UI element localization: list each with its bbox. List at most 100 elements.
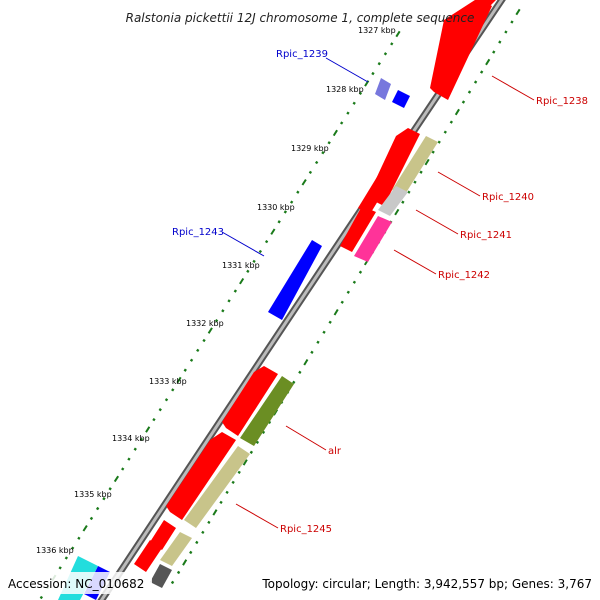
forward-tick bbox=[461, 100, 466, 104]
forward-tick bbox=[401, 200, 405, 204]
reverse-tick bbox=[239, 277, 245, 285]
reverse-tick bbox=[113, 475, 120, 483]
reverse-tick bbox=[264, 239, 269, 244]
reverse-tick bbox=[346, 111, 350, 115]
reverse-tick bbox=[352, 101, 356, 105]
label-rpic-1239[interactable]: Rpic_1239 bbox=[276, 49, 328, 60]
gene-labels: Rpic_1239 Rpic_1238 Rpic_1240 Rpic_1241 … bbox=[172, 49, 588, 535]
reverse-tick bbox=[183, 368, 187, 372]
reverse-tick bbox=[39, 595, 44, 600]
gene-rpic-1245-cds[interactable] bbox=[166, 432, 236, 520]
forward-tick bbox=[249, 450, 254, 455]
forward-tick bbox=[255, 440, 260, 444]
forward-tick bbox=[292, 380, 296, 384]
forward-tick bbox=[449, 120, 454, 124]
reverse-tick bbox=[252, 259, 256, 264]
forward-tick bbox=[237, 470, 241, 474]
gene-rpic-1243[interactable] bbox=[268, 240, 322, 320]
label-rpic-1242[interactable]: Rpic_1242 bbox=[438, 270, 490, 281]
forward-tick bbox=[352, 280, 357, 284]
forward-tick bbox=[473, 80, 478, 84]
reverse-tick bbox=[301, 179, 307, 186]
summary-text: Topology: circular; Length: 3,942,557 bp… bbox=[261, 577, 592, 591]
reverse-tick bbox=[108, 487, 112, 491]
gene-rpic-1241-cds[interactable] bbox=[358, 172, 392, 214]
ticks-forward-strand bbox=[170, 8, 521, 585]
gene-bottom-cds-1[interactable] bbox=[134, 540, 162, 572]
forward-tick bbox=[485, 58, 491, 66]
forward-tick bbox=[170, 580, 175, 585]
label-rpic-1240[interactable]: Rpic_1240 bbox=[482, 192, 534, 203]
orf-grey-1241[interactable] bbox=[378, 186, 408, 216]
reverse-tick bbox=[377, 61, 381, 66]
reverse-tick bbox=[145, 426, 151, 433]
reverse-tick bbox=[332, 129, 338, 137]
reverse-tick bbox=[82, 525, 88, 532]
gene-features bbox=[58, 0, 496, 600]
gene-bottom-cds-2[interactable] bbox=[150, 520, 176, 550]
reverse-tick bbox=[214, 319, 219, 323]
forward-tick bbox=[333, 308, 339, 316]
orf-pink-1242[interactable] bbox=[354, 216, 392, 262]
kbp-label-1327: 1327 kbp bbox=[358, 26, 396, 35]
forward-tick bbox=[176, 570, 181, 575]
reverse-tick bbox=[70, 546, 75, 550]
reverse-tick bbox=[371, 71, 375, 76]
orf-khaki-bottom[interactable] bbox=[160, 532, 192, 566]
label-alr[interactable]: alr bbox=[328, 446, 342, 457]
forward-tick bbox=[267, 420, 272, 424]
reverse-tick bbox=[339, 121, 344, 125]
reverse-tick bbox=[176, 376, 182, 384]
ticks-reverse-strand bbox=[39, 30, 401, 600]
accession-text: Accession: NC_010682 bbox=[8, 577, 144, 591]
kbp-label-1333: 1333 kbp bbox=[149, 377, 187, 386]
forward-tick bbox=[510, 20, 514, 24]
reverse-tick bbox=[321, 150, 325, 155]
forward-tick bbox=[195, 540, 199, 545]
reverse-tick bbox=[139, 437, 144, 442]
forward-tick bbox=[316, 340, 320, 344]
forward-tick bbox=[212, 509, 218, 516]
kbp-label-1331: 1331 kbp bbox=[222, 261, 260, 270]
forward-tick bbox=[515, 8, 521, 16]
reverse-tick bbox=[133, 447, 137, 451]
reverse-tick bbox=[308, 170, 313, 175]
reverse-tick bbox=[89, 516, 94, 521]
reverse-tick bbox=[121, 467, 125, 471]
gene-rpic-1239-b[interactable] bbox=[392, 90, 410, 108]
forward-tick bbox=[358, 270, 363, 274]
reverse-tick bbox=[383, 52, 388, 56]
kbp-label-1336: 1336 kbp bbox=[36, 546, 74, 555]
forward-tick bbox=[346, 290, 350, 294]
reverse-tick bbox=[233, 289, 238, 293]
orf-khaki-1240[interactable] bbox=[392, 136, 438, 196]
gene-rpic-1238[interactable] bbox=[430, 0, 492, 100]
gene-alr[interactable] bbox=[222, 366, 278, 436]
reverse-tick bbox=[296, 190, 300, 194]
forward-tick bbox=[242, 459, 248, 466]
orf-olive-alr[interactable] bbox=[240, 376, 294, 446]
gene-rpic-1239-a[interactable] bbox=[375, 78, 391, 100]
orf-khaki-1245[interactable] bbox=[184, 446, 250, 528]
label-rpic-1243[interactable]: Rpic_1243 bbox=[172, 227, 224, 238]
forward-tick bbox=[492, 50, 496, 54]
reverse-tick bbox=[158, 408, 162, 412]
label-rpic-1245[interactable]: Rpic_1245 bbox=[280, 524, 332, 535]
forward-tick bbox=[454, 108, 460, 116]
forward-tick bbox=[261, 430, 266, 435]
reverse-tick bbox=[102, 496, 106, 501]
label-rpic-1238[interactable]: Rpic_1238 bbox=[536, 96, 588, 107]
reverse-tick bbox=[314, 160, 319, 165]
forward-tick bbox=[467, 90, 472, 94]
forward-tick bbox=[303, 358, 309, 366]
gene-rpic-1242-cds[interactable] bbox=[340, 206, 376, 252]
label-rpic-1241[interactable]: Rpic_1241 bbox=[460, 230, 512, 241]
forward-tick bbox=[231, 480, 235, 485]
reverse-tick bbox=[289, 200, 294, 204]
forward-tick bbox=[479, 70, 484, 74]
forward-tick bbox=[298, 370, 302, 374]
reverse-tick bbox=[390, 42, 394, 46]
orf-dark-bottom[interactable] bbox=[150, 564, 172, 588]
gene-rpic-1238-top[interactable] bbox=[480, 0, 496, 6]
